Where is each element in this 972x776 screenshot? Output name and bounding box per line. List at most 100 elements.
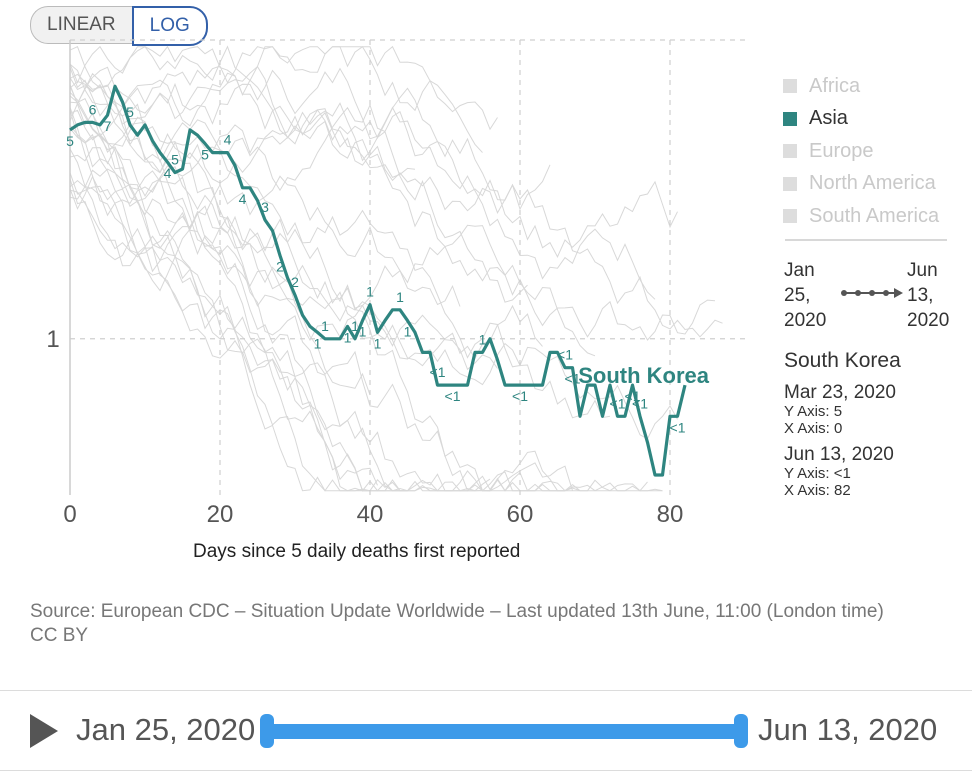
x-axis-title: Days since 5 daily deaths first reported xyxy=(193,541,521,562)
legend-swatch xyxy=(783,209,797,224)
timeline-start-date: Jan 25, 2020 xyxy=(76,712,256,747)
point-label: 1 xyxy=(351,318,359,334)
point-label: 1 xyxy=(404,324,412,340)
source-note: Source: European CDC – Situation Update … xyxy=(30,600,930,648)
legend-swatch xyxy=(783,79,797,94)
background-country-lines xyxy=(69,45,723,492)
point-label: 4 xyxy=(164,165,172,181)
chart-axes: 0 20 40 60 80 1 xyxy=(46,40,683,528)
point-label: <1 xyxy=(445,388,461,404)
range-end-date: Jun 13, 2020 xyxy=(907,260,950,331)
timeline-end-date: Jun 13, 2020 xyxy=(758,712,938,747)
log-scale-button[interactable]: LOG xyxy=(131,6,208,46)
x-tick-label: 20 xyxy=(207,501,234,528)
legend-label: Africa xyxy=(809,74,861,97)
timeline-slider: Jan 25, 2020 Jun 13, 2020 xyxy=(0,700,972,764)
chart-grid xyxy=(70,39,745,495)
tooltip-start-y: Y Axis: 5 xyxy=(784,403,843,420)
background-series-line xyxy=(69,63,611,419)
legend-label: North America xyxy=(809,172,936,195)
point-label: <1 xyxy=(430,364,446,380)
source-text[interactable]: Source: European CDC – Situation Update … xyxy=(30,601,884,622)
point-label: 4 xyxy=(224,132,232,148)
legend-label: South America xyxy=(809,204,940,227)
x-tick-label: 0 xyxy=(63,501,76,528)
x-tick-label: 60 xyxy=(507,501,534,528)
legend-swatch xyxy=(783,111,797,126)
date-range-summary: Jan 25, 2020 Jun 13, 2020 xyxy=(784,258,964,334)
tooltip-end-x: X Axis: 82 xyxy=(784,482,851,499)
range-start-date: Jan 25, 2020 xyxy=(784,260,827,331)
point-label: 1 xyxy=(396,289,404,305)
legend-label: Europe xyxy=(809,139,874,162)
point-label: 5 xyxy=(171,152,179,168)
background-series-line xyxy=(69,45,528,303)
range-arrow-icon xyxy=(841,288,903,298)
point-label: 1 xyxy=(374,335,382,351)
linear-scale-button[interactable]: LINEAR xyxy=(30,6,132,44)
point-label: 2 xyxy=(276,258,284,274)
legend-label: Asia xyxy=(809,107,848,130)
highlight-series xyxy=(69,84,687,477)
point-label: 6 xyxy=(89,101,97,117)
legend-swatch xyxy=(783,176,797,191)
point-label: 2 xyxy=(291,274,299,290)
point-label: <1 xyxy=(565,371,581,387)
tooltip-entity-name: South Korea xyxy=(784,349,901,372)
y-tick-label: 1 xyxy=(46,326,59,353)
point-label: <1 xyxy=(670,419,686,435)
point-label: 5 xyxy=(201,147,209,163)
point-label: <1 xyxy=(625,388,641,404)
point-label: 1 xyxy=(344,329,352,345)
x-tick-label: 40 xyxy=(357,501,384,528)
legend-item-europe[interactable]: Europe xyxy=(783,135,968,168)
tooltip-end-y: Y Axis: <1 xyxy=(784,465,851,482)
x-tick-label: 80 xyxy=(657,501,684,528)
background-series-line xyxy=(69,109,565,492)
background-series-line xyxy=(69,175,498,371)
legend-item-asia[interactable]: Asia xyxy=(783,103,968,136)
point-label: 1 xyxy=(314,335,322,351)
legend-divider xyxy=(785,239,947,241)
legend-item-south-america[interactable]: South America xyxy=(783,200,968,233)
region-legend: Africa Asia Europe North America South A… xyxy=(783,70,968,233)
divider xyxy=(0,770,972,771)
legend-swatch xyxy=(783,144,797,159)
background-series-line xyxy=(69,66,656,300)
scale-toggle: LINEAR LOG xyxy=(30,6,208,46)
point-label: <1 xyxy=(557,347,573,363)
point-label: 1 xyxy=(366,284,374,300)
entity-tooltip: South Korea Mar 23, 2020 Y Axis: 5 X Axi… xyxy=(784,349,964,499)
point-label: 4 xyxy=(239,191,247,207)
tooltip-start-date: Mar 23, 2020 xyxy=(784,382,896,403)
legend-item-africa[interactable]: Africa xyxy=(783,70,968,103)
point-label: 7 xyxy=(104,118,112,134)
point-label: 1 xyxy=(321,318,329,334)
legend-item-north-america[interactable]: North America xyxy=(783,168,968,201)
timeline-start-handle[interactable] xyxy=(260,714,274,748)
divider xyxy=(0,690,972,691)
play-icon[interactable] xyxy=(30,714,58,748)
background-series-line xyxy=(69,45,483,153)
background-series-line xyxy=(69,168,678,440)
point-label: 1 xyxy=(479,331,487,347)
tooltip-end-date: Jun 13, 2020 xyxy=(784,444,894,465)
series-end-label: South Korea xyxy=(578,363,710,388)
point-label: 3 xyxy=(261,199,269,215)
point-label: 5 xyxy=(126,104,134,120)
point-label: 5 xyxy=(66,133,74,149)
point-label: <1 xyxy=(610,395,626,411)
timeline-track[interactable] xyxy=(266,724,742,739)
tooltip-start-x: X Axis: 0 xyxy=(784,420,843,437)
timeline-end-handle[interactable] xyxy=(734,714,748,748)
point-label: <1 xyxy=(512,388,528,404)
background-series-line xyxy=(69,65,723,338)
background-series-line xyxy=(69,45,498,137)
background-series-line xyxy=(69,107,491,492)
point-label: <1 xyxy=(632,395,648,411)
background-series-line xyxy=(69,101,461,307)
series-line-south-korea xyxy=(69,84,687,477)
license-text[interactable]: CC BY xyxy=(30,625,89,646)
